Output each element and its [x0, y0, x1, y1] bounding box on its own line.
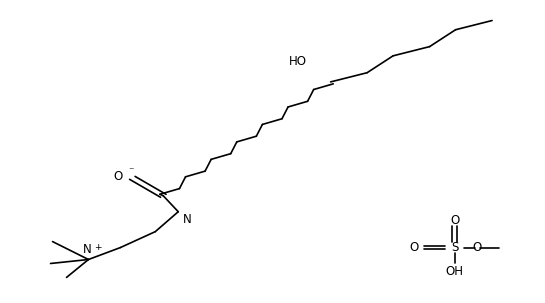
- Text: ⁻: ⁻: [128, 166, 134, 176]
- Text: S: S: [451, 241, 458, 254]
- Text: HO: HO: [289, 55, 307, 68]
- Text: N: N: [183, 213, 192, 226]
- Text: O: O: [450, 214, 459, 227]
- Text: O: O: [114, 170, 123, 183]
- Text: O: O: [410, 241, 419, 254]
- Text: +: +: [94, 243, 102, 252]
- Text: O: O: [473, 241, 482, 254]
- Text: OH: OH: [445, 265, 464, 278]
- Text: N: N: [82, 243, 91, 256]
